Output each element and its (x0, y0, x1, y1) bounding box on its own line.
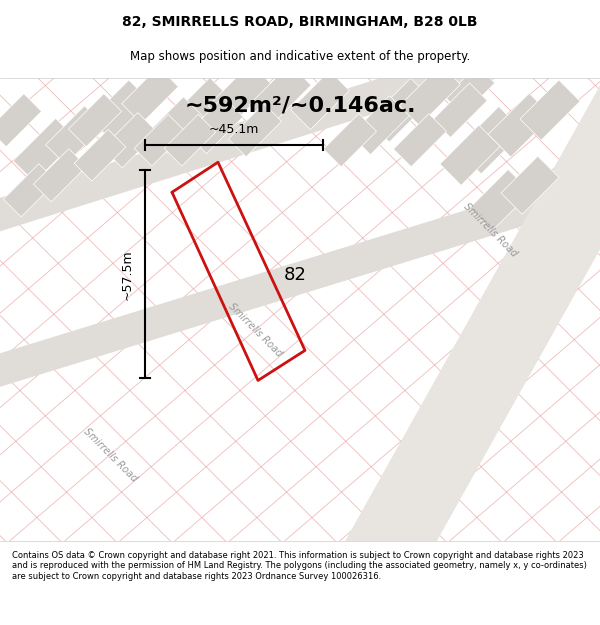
Polygon shape (34, 149, 86, 202)
Text: Map shows position and indicative extent of the property.: Map shows position and indicative extent… (130, 50, 470, 62)
Polygon shape (445, 66, 495, 115)
Text: ~592m²/~0.146ac.: ~592m²/~0.146ac. (185, 95, 416, 115)
Polygon shape (0, 0, 600, 246)
Polygon shape (400, 65, 460, 126)
Polygon shape (488, 93, 552, 157)
Polygon shape (164, 114, 216, 166)
Polygon shape (103, 112, 158, 168)
Polygon shape (469, 169, 531, 231)
Text: 82, SMIRRELLS ROAD, BIRMINGHAM, B28 0LB: 82, SMIRRELLS ROAD, BIRMINGHAM, B28 0LB (122, 15, 478, 29)
Polygon shape (433, 83, 487, 138)
Polygon shape (147, 97, 203, 154)
Polygon shape (4, 164, 56, 217)
Polygon shape (520, 80, 580, 140)
Polygon shape (350, 96, 409, 154)
Polygon shape (323, 114, 377, 167)
Text: ~57.5m: ~57.5m (121, 249, 133, 299)
Text: ~45.1m: ~45.1m (209, 122, 259, 136)
Text: Contains OS data © Crown copyright and database right 2021. This information is : Contains OS data © Crown copyright and d… (12, 551, 587, 581)
Polygon shape (368, 78, 432, 142)
Polygon shape (249, 64, 311, 126)
Polygon shape (187, 97, 243, 154)
Polygon shape (457, 107, 524, 174)
Polygon shape (345, 59, 600, 580)
Polygon shape (440, 125, 500, 185)
Polygon shape (0, 94, 41, 147)
Text: Smirrells Road: Smirrells Road (226, 302, 284, 359)
Text: 82: 82 (284, 266, 307, 284)
Polygon shape (394, 114, 446, 167)
Polygon shape (0, 155, 600, 401)
Polygon shape (68, 94, 122, 147)
Polygon shape (501, 156, 559, 214)
Polygon shape (13, 118, 77, 182)
Polygon shape (290, 71, 349, 129)
Polygon shape (208, 63, 272, 127)
Text: Smirrells Road: Smirrells Road (461, 202, 519, 259)
Text: Smirrells Road: Smirrells Road (81, 427, 139, 484)
Polygon shape (90, 80, 150, 140)
Polygon shape (74, 129, 126, 181)
Polygon shape (229, 104, 281, 157)
Polygon shape (134, 114, 186, 166)
Polygon shape (167, 78, 233, 142)
Polygon shape (46, 106, 104, 164)
Polygon shape (122, 67, 178, 124)
